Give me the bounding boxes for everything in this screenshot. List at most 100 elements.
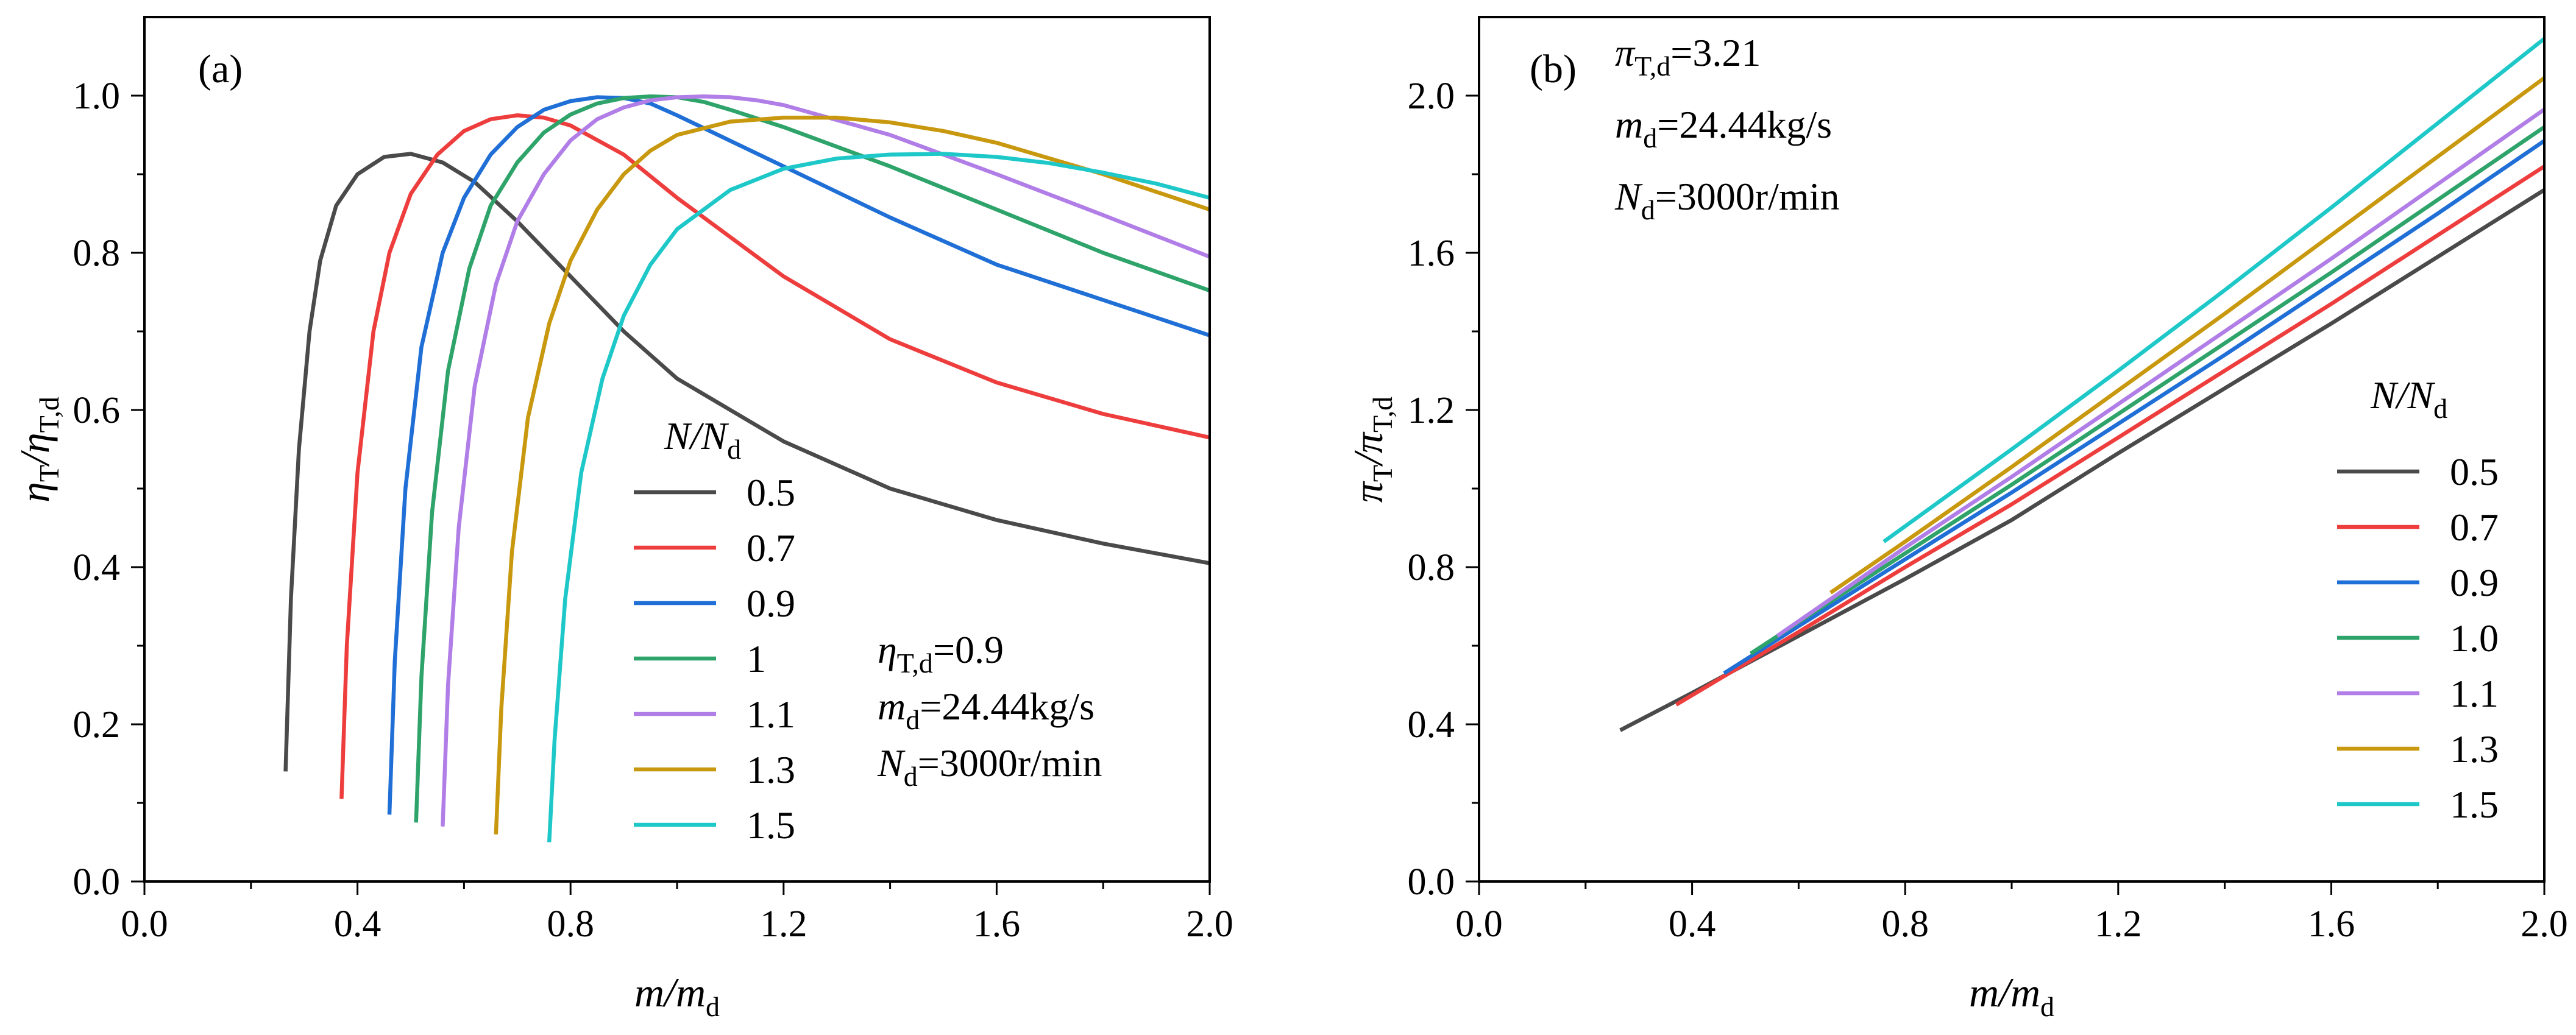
y-axis-title-sub1: T — [1367, 465, 1398, 482]
annotation: ηT,d=0.9 — [878, 628, 1004, 679]
panel-label: (a) — [198, 47, 243, 91]
x-axis-title-main: m/m — [1969, 969, 2040, 1016]
annotation: md=24.44kg/s — [1615, 103, 1832, 154]
annotation-sub: d — [1641, 194, 1655, 225]
y-tick-label: 1.2 — [1408, 390, 1455, 431]
series-line-0.5 — [283, 152, 1210, 772]
panel-a-efficiency-chart: 0.0 0.4 0.8 1.2 1.6 2.0 0.0 0.2 0.4 0.6 0.8 1.0 (a) N… — [12, 16, 1233, 1022]
series-line-0.7 — [339, 113, 1210, 799]
y-axis-title-sub1: T — [34, 465, 65, 482]
legend-entry-label: 0.9 — [2450, 561, 2499, 604]
plot-frame — [143, 16, 1211, 883]
x-axis-title: m/md — [1969, 969, 2054, 1022]
x-tick-label: 0.0 — [121, 903, 168, 945]
legend-entry-label: 1.3 — [747, 748, 795, 791]
legend-title-sub: d — [2433, 393, 2447, 424]
x-tick-label: 1.6 — [973, 903, 1021, 945]
series-line-0.9 — [1723, 139, 2544, 675]
annotation-value: =3.21 — [1670, 31, 1761, 74]
x-tick-label: 2.0 — [2521, 903, 2568, 945]
y-tick-label: 1.0 — [73, 76, 121, 117]
x-tick-label: 0.4 — [334, 903, 381, 945]
legend-entry-label: 1.5 — [2450, 783, 2499, 826]
y-tick-label: 1.6 — [1408, 233, 1455, 274]
x-tick-label: 1.2 — [2095, 903, 2142, 945]
annotation-symbol: π — [1615, 31, 1636, 74]
y-axis-title-sub2: T,d — [1367, 397, 1398, 433]
annotation-value: =24.44kg/s — [920, 685, 1095, 728]
x-tick-label: 1.2 — [760, 903, 807, 945]
x-tick-label: 0.4 — [1669, 903, 1716, 945]
annotation-sub: T,d — [897, 648, 933, 679]
annotation-sub: d — [1643, 122, 1657, 154]
y-tick-label: 0.2 — [73, 704, 121, 746]
legend-entry-label: 0.5 — [2450, 450, 2499, 493]
legend-title: N/Nd — [2370, 373, 2447, 424]
panel-label: (b) — [1530, 47, 1577, 91]
y-axis-title-main: π — [1345, 481, 1391, 503]
annotation-symbol: N — [1614, 175, 1643, 218]
series-line-1.3 — [494, 115, 1210, 835]
annotation-sub: d — [904, 761, 918, 792]
series-line-0.9 — [387, 95, 1210, 815]
annotation-symbol: η — [878, 628, 897, 671]
x-tick-label: 1.6 — [2308, 903, 2355, 945]
series-line-1.5 — [547, 152, 1210, 842]
series-line-1.5 — [1882, 37, 2544, 543]
annotation: Nd=3000r/min — [877, 741, 1102, 792]
x-tick-label: 0.8 — [547, 903, 594, 945]
x-tick-label: 0.0 — [1455, 903, 1503, 945]
y-tick-label: 2.0 — [1408, 76, 1455, 117]
legend-entry-label: 0.7 — [747, 526, 795, 570]
annotation-value: =3000r/min — [918, 741, 1102, 785]
y-tick-label: 0.6 — [73, 390, 121, 431]
y-tick-label: 0.8 — [73, 233, 121, 274]
y-axis-title-sub2: T,d — [34, 397, 65, 433]
x-tick-label: 0.8 — [1881, 903, 1929, 945]
annotation-sub: T,d — [1634, 51, 1670, 82]
plot-frame — [1478, 16, 2546, 883]
annotation-sub: d — [906, 704, 920, 735]
series-line-1.1 — [441, 94, 1210, 827]
legend-title-main: N/N — [664, 414, 729, 457]
y-tick-label: 0.4 — [73, 547, 121, 588]
annotation-symbol: m — [878, 685, 906, 728]
series-line-1 — [414, 94, 1210, 823]
annotation-value: =0.9 — [933, 628, 1004, 671]
x-axis-title-sub: d — [706, 991, 720, 1022]
annotation-symbol: m — [1615, 103, 1643, 146]
annotation: πT,d=3.21 — [1615, 31, 1761, 82]
legend-entry-label: 1.0 — [2450, 616, 2499, 660]
y-axis-title: πT/πT,d — [1345, 397, 1398, 503]
legend-title-main: N/N — [2370, 373, 2435, 417]
x-axis-title-sub: d — [2040, 991, 2054, 1022]
y-axis-title-mid: /η — [12, 433, 58, 467]
annotation-value: =24.44kg/s — [1657, 103, 1832, 146]
legend-entry-label: 0.9 — [747, 582, 795, 625]
legend-entry-label: 1.1 — [2450, 672, 2499, 715]
legend-entry-label: 1.3 — [2450, 727, 2499, 771]
y-axis-title: ηT/ηT,d — [12, 397, 65, 503]
y-tick-label: 0.0 — [1408, 861, 1455, 903]
legend-entry-label: 1 — [747, 637, 766, 680]
legend-entry-label: 0.7 — [2450, 506, 2499, 549]
y-tick-label: 0.4 — [1408, 704, 1455, 746]
annotation: md=24.44kg/s — [878, 685, 1095, 735]
annotation-value: =3000r/min — [1655, 175, 1840, 218]
x-axis-title: m/md — [634, 969, 720, 1022]
y-axis-title-main: η — [12, 482, 58, 503]
annotation-symbol: N — [877, 741, 906, 785]
series-line-0.7 — [1675, 164, 2544, 707]
series-line-1.1 — [1776, 107, 2544, 638]
panel-b-pressure-ratio-chart: 0.0 0.4 0.8 1.2 1.6 2.0 0.0 0.4 0.8 1.2 1.6 2.0 (b) N… — [1345, 16, 2568, 1022]
y-axis-title-mid: /π — [1345, 431, 1391, 467]
legend-entry-label: 1.5 — [747, 804, 795, 847]
legend-entry-label: 0.5 — [747, 471, 795, 514]
y-tick-label: 0.0 — [73, 861, 121, 903]
legend-title: N/Nd — [664, 414, 741, 465]
x-tick-label: 2.0 — [1186, 903, 1233, 945]
legend-entry-label: 1.1 — [747, 693, 795, 736]
legend-title-sub: d — [727, 434, 741, 465]
series-line-1.0 — [1749, 125, 2544, 655]
